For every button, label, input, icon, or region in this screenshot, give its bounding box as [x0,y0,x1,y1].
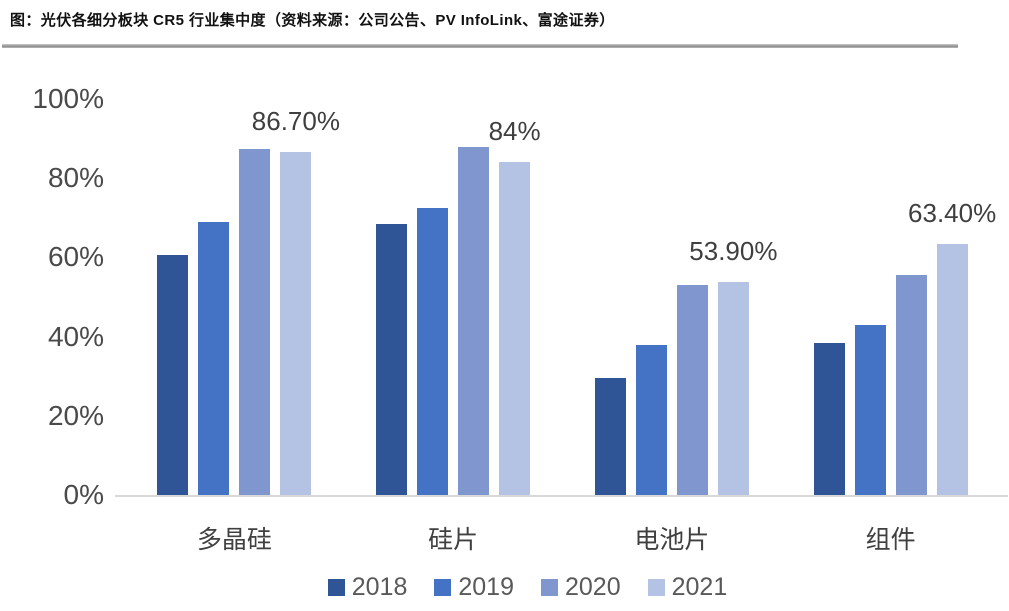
bar-2021-group4 [936,243,968,495]
x-axis-label-1: 多晶硅 [196,526,272,554]
x-axis-label-2: 硅片 [428,526,479,554]
y-axis: 100% 80% 60% 40% 20% 0% [0,83,106,510]
bar-2019-group2 [417,207,449,495]
legend-swatch-2021 [647,579,665,596]
bar-2019-group4 [854,324,886,495]
legend-item-2019: 2019 [434,573,514,602]
bar-2021-group1 [280,151,312,495]
y-axis-tick-label: 60% [47,241,104,273]
bar-2019-group1 [198,221,230,495]
bar-2020-group2 [458,146,490,495]
data-label-2021-group3: 53.90% [689,235,778,266]
category-group-4: 63.40% [781,99,1000,495]
bar-2019-group3 [635,344,667,495]
legend-swatch-2019 [434,579,452,596]
bar-2018-group3 [594,378,626,495]
plot-area: 86.70% 84% 53.90% 63.40% [115,99,1008,497]
bar-2020-group1 [239,148,271,495]
legend-item-2021: 2021 [647,573,728,602]
x-axis-label-3: 电池片 [634,526,710,554]
bar-2020-group3 [676,285,708,495]
legend-label-2018: 2018 [351,573,408,601]
bar-2021-group2 [499,162,531,495]
bar-2018-group2 [376,223,408,495]
legend-label-2019: 2019 [458,573,514,601]
bar-2021-group3 [717,281,749,495]
legend: 2018 2019 2020 2021 [23,573,1009,602]
x-axis: 多晶硅 硅片 电池片 组件 [125,520,1000,556]
y-axis-tick-label: 20% [47,399,104,431]
legend-label-2021: 2021 [671,573,728,601]
bar-2018-group4 [813,342,845,495]
legend-swatch-2018 [327,579,345,596]
data-label-2021-group4: 63.40% [908,197,997,228]
x-axis-line [115,495,1008,497]
title-divider [2,44,958,48]
x-axis-label-4: 组件 [865,526,916,554]
legend-swatch-2020 [541,579,558,596]
category-group-2: 84% [344,99,563,495]
bar-2018-group1 [157,255,189,495]
data-label-2021-group2: 84% [488,116,541,147]
y-axis-tick-label: 40% [47,320,104,352]
y-axis-tick-label: 0% [63,479,104,510]
y-axis-tick-label: 80% [47,162,104,194]
figure-title: 图：光伏各细分板块 CR5 行业集中度（资料来源：公司公告、PV InfoLin… [10,12,615,29]
bar-2020-group4 [895,275,927,495]
legend-item-2020: 2020 [541,573,621,602]
category-group-3: 53.90% [563,99,782,495]
data-label-2021-group1: 86.70% [251,105,340,136]
y-axis-tick-label: 100% [32,83,104,114]
category-group-1: 86.70% [125,99,344,495]
legend-label-2020: 2020 [565,573,621,601]
legend-item-2018: 2018 [327,573,408,602]
